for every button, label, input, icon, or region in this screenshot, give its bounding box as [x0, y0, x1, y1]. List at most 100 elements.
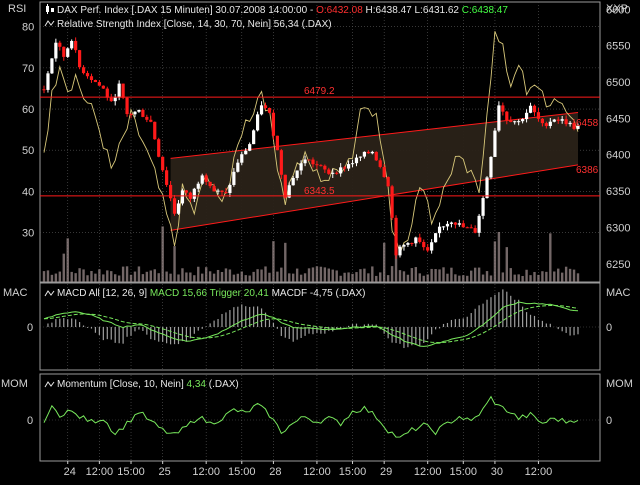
candle	[410, 242, 414, 247]
rsi-tick-label: 60	[22, 104, 34, 116]
candlesticks[interactable]	[42, 37, 580, 260]
candle-body	[548, 121, 552, 126]
resistance-label: 6479.2	[304, 86, 335, 97]
volume-bar	[398, 270, 402, 282]
volume-bar	[406, 274, 410, 282]
volume-bar	[564, 266, 568, 282]
volume-bar	[382, 242, 386, 282]
candle	[485, 176, 489, 199]
volume-bar	[327, 268, 330, 282]
volume-bar	[268, 272, 271, 282]
candle	[275, 135, 279, 151]
candle	[244, 148, 248, 155]
volume-bar	[141, 274, 145, 282]
time-tick-label: 15:00	[339, 466, 367, 478]
candle-body	[465, 227, 469, 229]
price-legend[interactable]: DAX Perf. Index [.DAX 15 Minuten] 30.07.…	[46, 4, 508, 16]
candle	[192, 187, 196, 203]
volume-bar	[62, 253, 65, 282]
volume-bar	[102, 274, 105, 282]
volume-bar	[367, 273, 370, 282]
candle	[196, 181, 200, 193]
candlestick-icon	[46, 4, 54, 14]
volume-bar	[537, 274, 540, 282]
candle	[544, 121, 548, 129]
volume-bar	[157, 273, 160, 282]
low-value: L:6431.62	[412, 5, 460, 16]
candle-body	[153, 121, 157, 140]
channel-bottom-label: 6386	[576, 165, 599, 176]
time-tick-label: 30	[491, 466, 503, 478]
candle-body	[430, 242, 434, 251]
volume-bar	[355, 272, 358, 282]
volume-bar	[379, 272, 382, 282]
candle	[390, 184, 394, 221]
candle-body	[382, 166, 386, 178]
candle-body	[477, 215, 481, 233]
candle	[172, 195, 177, 216]
candle	[50, 58, 54, 74]
candle	[315, 160, 319, 170]
momentum-legend[interactable]: Momentum [Close, 10, Nein] 4,34 (.DAX)	[44, 379, 239, 390]
time-tick-label: 12:00	[192, 466, 220, 478]
volume-bar	[260, 269, 263, 282]
rsi-path	[43, 31, 579, 256]
candle-body	[244, 150, 248, 155]
price-tick-label: 6600	[606, 4, 630, 16]
price-tick-label: 6250	[606, 259, 630, 271]
price-tick-label: 6400	[606, 150, 630, 162]
candle	[46, 71, 50, 93]
volume-bar	[256, 269, 259, 282]
candle-body	[390, 186, 394, 218]
volume-bar	[177, 274, 180, 282]
time-tick-label: 24	[64, 466, 76, 478]
candle-body	[457, 223, 461, 225]
candle	[536, 107, 541, 122]
volume-bar	[70, 271, 73, 282]
candle-body	[564, 119, 568, 125]
candle-body	[228, 184, 232, 193]
candle	[137, 109, 141, 113]
candle	[291, 175, 295, 186]
candle	[481, 195, 485, 220]
macd-histogram	[47, 289, 579, 349]
price-tick-label: 6550	[606, 41, 630, 53]
candle	[548, 117, 552, 129]
candle	[54, 38, 58, 62]
volume-bar	[125, 266, 129, 282]
volume-bar	[165, 271, 168, 282]
momentum-zero-tick-right: 0	[606, 415, 612, 427]
volume-bar	[513, 274, 516, 282]
candle	[552, 118, 556, 123]
momentum-line	[43, 395, 579, 438]
macd-legend[interactable]: MACD All [12, 26, 9] MACD 15,66 Trigger …	[44, 288, 365, 299]
macd-zero-tick-left: 0	[27, 322, 33, 334]
candle	[307, 159, 311, 161]
candle	[513, 120, 517, 125]
svg-text:MACD All [12, 26, 9] MACD 15,6: MACD All [12, 26, 9] MACD 15,66 Trigger …	[57, 288, 365, 299]
momentum-legend-tail: (.DAX)	[206, 379, 239, 390]
candle	[176, 200, 181, 215]
candle	[121, 83, 125, 100]
volume-bar	[74, 273, 77, 282]
close-value: C:6438.47	[459, 5, 508, 16]
candle-body	[70, 40, 74, 49]
time-tick-label: 15:00	[117, 466, 145, 478]
volume-bar	[576, 273, 580, 282]
candle	[517, 119, 521, 126]
candle	[374, 151, 378, 162]
rsi-legend[interactable]: Relative Strength Index [Close, 14, 30, …	[44, 19, 332, 30]
rsi-tick-label: 40	[22, 186, 34, 198]
candle	[125, 97, 129, 117]
volume-bar	[505, 247, 508, 282]
candle	[220, 190, 224, 197]
candle-body	[176, 203, 181, 214]
volume-bar	[422, 275, 425, 282]
momentum-axis-title-left: MOM	[1, 378, 28, 390]
price-tick-label: 6450	[606, 113, 630, 125]
candle-body	[113, 97, 117, 102]
candle-body	[137, 109, 141, 112]
candle	[200, 173, 204, 185]
volume-bar	[216, 269, 220, 282]
